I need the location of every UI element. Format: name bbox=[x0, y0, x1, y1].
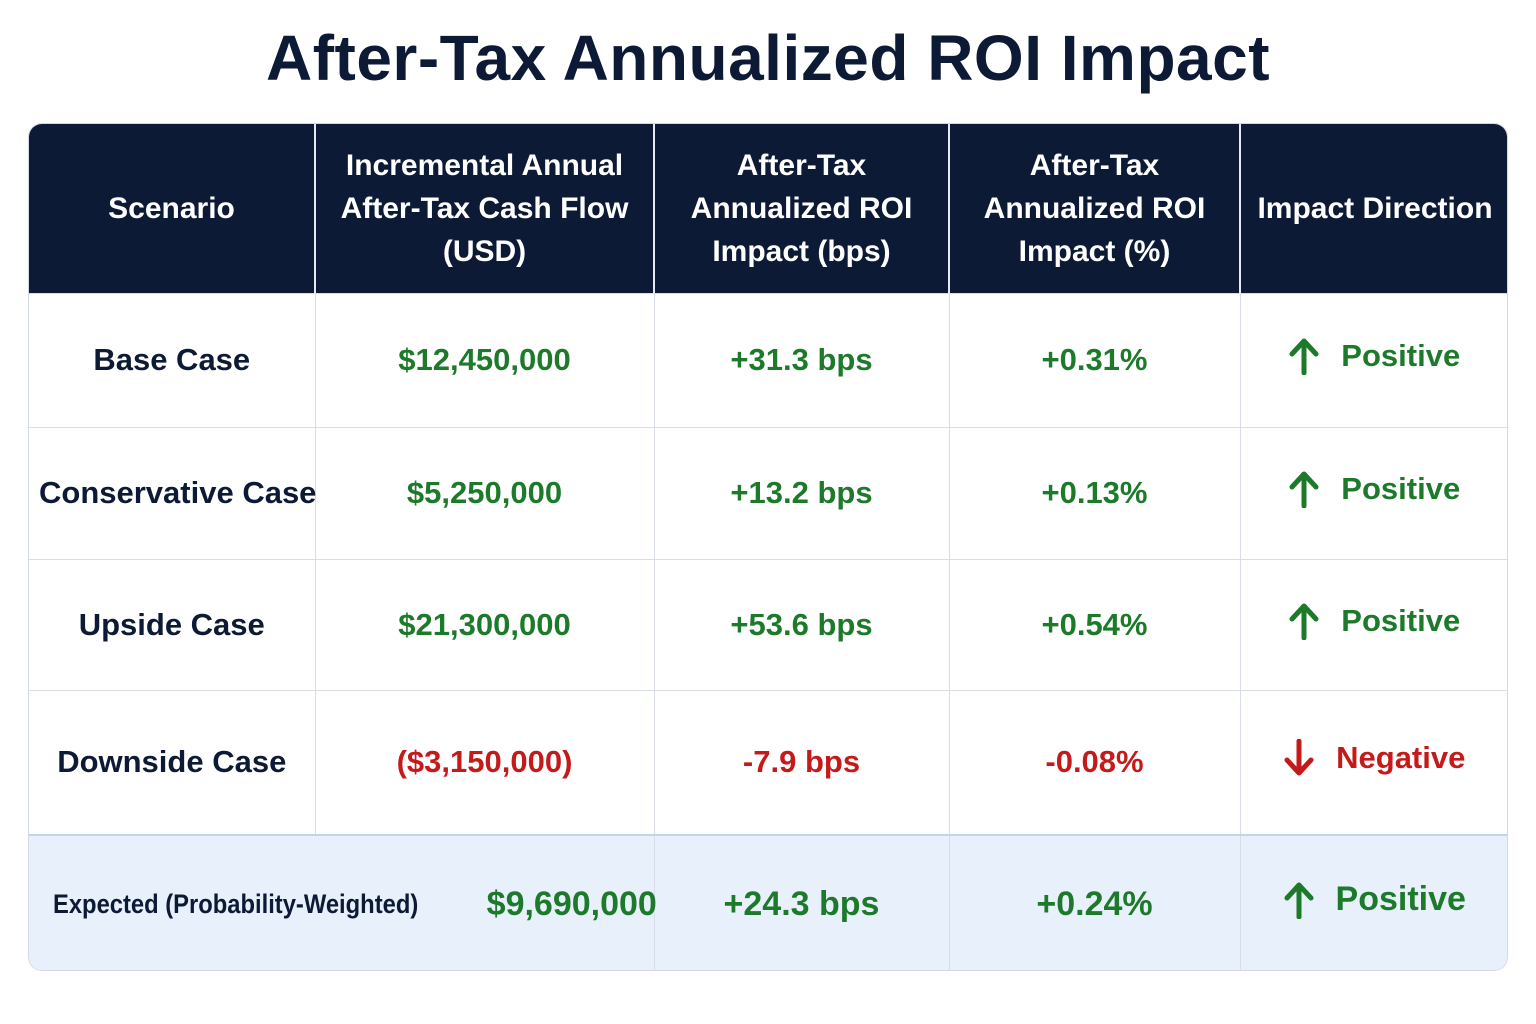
table-row: Upside Case $21,300,000 +53.6 bps +0.54%… bbox=[29, 558, 1507, 690]
expected-scenario-cell: Expected (Probability-Weighted) $9,690,0… bbox=[29, 834, 657, 970]
cash-flow-cell: ($3,150,000) bbox=[314, 689, 654, 835]
expected-roi-pct-cell: +0.24% bbox=[948, 834, 1240, 970]
expected-scenario-label: Expected (Probability-Weighted) bbox=[53, 888, 419, 919]
roi-pct-cell: -0.08% bbox=[948, 689, 1240, 835]
scenario-cell: Upside Case bbox=[29, 558, 315, 690]
roi-impact-table: Scenario Incremental Annual After-Tax Ca… bbox=[28, 123, 1508, 971]
arrow-up-icon bbox=[1289, 471, 1319, 508]
arrow-up-icon bbox=[1289, 603, 1319, 640]
expected-direction-cell: Positive bbox=[1239, 834, 1507, 970]
roi-pct-cell: +0.31% bbox=[948, 292, 1240, 427]
expected-row: Expected (Probability-Weighted) $9,690,0… bbox=[29, 834, 1507, 970]
roi-pct-cell: +0.13% bbox=[948, 426, 1240, 559]
roi-bps-cell: -7.9 bps bbox=[653, 689, 949, 835]
roi-bps-cell: +31.3 bps bbox=[653, 292, 949, 427]
header-roi-pct: After-Tax Annualized ROI Impact (%) bbox=[948, 124, 1240, 293]
cash-flow-cell: $21,300,000 bbox=[314, 558, 654, 690]
header-scenario: Scenario bbox=[29, 124, 315, 293]
table-row: Downside Case ($3,150,000) -7.9 bps -0.0… bbox=[29, 689, 1507, 835]
table-row: Conservative Case $5,250,000 +13.2 bps +… bbox=[29, 426, 1507, 559]
direction-cell: Negative bbox=[1239, 689, 1507, 835]
expected-cash-flow: $9,690,000 bbox=[486, 884, 657, 923]
roi-bps-cell: +53.6 bps bbox=[653, 558, 949, 690]
cash-flow-cell: $12,450,000 bbox=[314, 292, 654, 427]
scenario-cell: Downside Case bbox=[29, 689, 315, 835]
expected-roi-bps-cell: +24.3 bps bbox=[653, 834, 949, 970]
direction-label: Positive bbox=[1341, 338, 1461, 373]
scenario-cell: Conservative Case bbox=[29, 426, 316, 559]
arrow-up-icon bbox=[1284, 882, 1314, 919]
direction-label: Positive bbox=[1341, 471, 1461, 506]
table-row: Base Case $12,450,000 +31.3 bps +0.31% P… bbox=[29, 292, 1507, 427]
direction-label: Positive bbox=[1341, 602, 1461, 638]
header-roi-bps: After-Tax Annualized ROI Impact (bps) bbox=[653, 124, 949, 293]
direction-label: Positive bbox=[1335, 880, 1466, 919]
table-header-row: Scenario Incremental Annual After-Tax Ca… bbox=[29, 124, 1507, 293]
roi-pct-cell: +0.54% bbox=[948, 558, 1240, 690]
header-impact-direction: Impact Direction bbox=[1239, 124, 1507, 293]
roi-bps-cell: +13.2 bps bbox=[653, 426, 949, 559]
page-title: After-Tax Annualized ROI Impact bbox=[265, 22, 1271, 94]
direction-label: Negative bbox=[1336, 740, 1466, 776]
scenario-cell: Base Case bbox=[29, 292, 315, 427]
direction-cell: Positive bbox=[1239, 558, 1507, 690]
direction-cell: Positive bbox=[1239, 426, 1507, 559]
cash-flow-cell: $5,250,000 bbox=[314, 426, 654, 559]
arrow-up-icon bbox=[1289, 338, 1319, 375]
arrow-down-icon bbox=[1284, 739, 1314, 776]
header-cash-flow: Incremental Annual After-Tax Cash Flow (… bbox=[314, 124, 654, 293]
direction-cell: Positive bbox=[1239, 292, 1507, 427]
